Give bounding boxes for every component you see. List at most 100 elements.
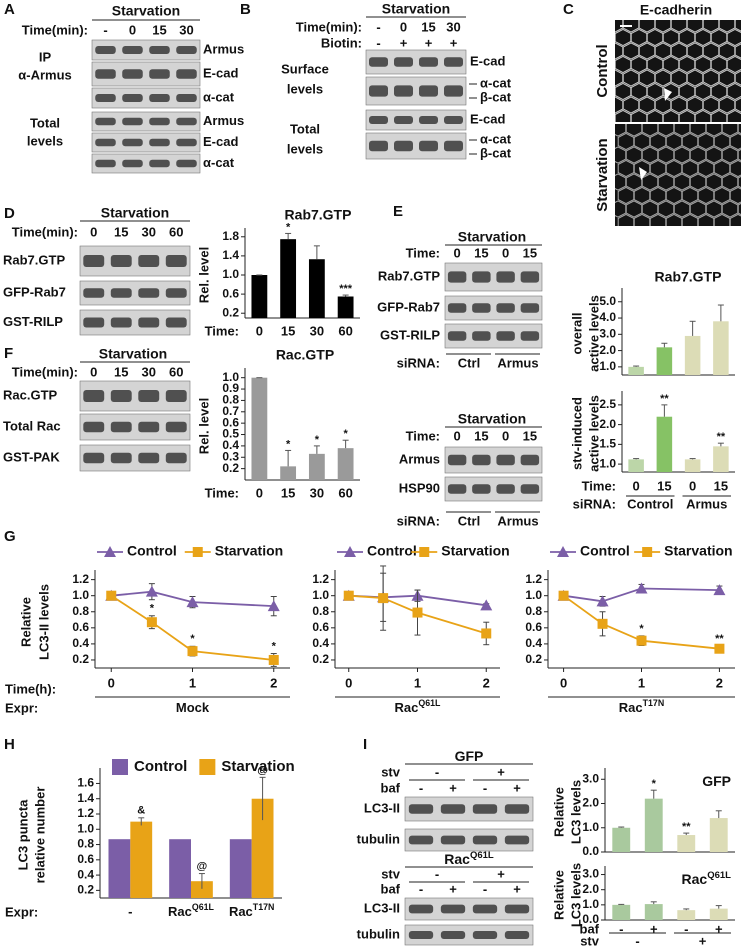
marker: [186, 596, 199, 608]
y-tick-label: 1.5: [599, 437, 616, 451]
bar: [628, 459, 644, 472]
cell-mesh: [615, 124, 741, 244]
label: tubulin: [357, 926, 400, 941]
blot-band: [496, 303, 515, 313]
x-axis-label: Time:: [205, 323, 239, 338]
label: 0: [502, 245, 509, 260]
bar: [308, 453, 325, 480]
y-tick-label: 0.4: [312, 636, 329, 650]
bar: [130, 821, 153, 898]
blot: [404, 828, 534, 852]
series-line: [111, 590, 274, 607]
blot-band: [110, 421, 132, 433]
label-superscript: Q61L: [707, 870, 731, 881]
cell-outline: [734, 43, 741, 59]
annotation: *: [286, 221, 291, 233]
y-tick-label: 0.2: [77, 883, 94, 897]
annotation: *: [315, 434, 320, 446]
y-tick-label: 0.2: [525, 652, 542, 666]
bar: [677, 910, 696, 920]
label: Total Rac: [3, 418, 61, 433]
bar: [612, 904, 631, 920]
annotation: *: [652, 778, 657, 790]
label-superscript: T17N: [643, 698, 665, 708]
blot-band: [83, 390, 105, 402]
cell-outline: [722, 228, 738, 244]
legend-swatch: [199, 759, 216, 775]
x-tick-label: RacT17N: [229, 902, 274, 919]
blot-band: [472, 454, 491, 466]
label: Control: [594, 44, 611, 97]
label-superscript: T17N: [253, 902, 275, 912]
x-tick-label: -: [619, 921, 623, 936]
y-tick-label: 4.0: [599, 310, 616, 324]
y-axis-label: Relative: [551, 787, 566, 837]
label: 15: [152, 22, 166, 37]
blot: [91, 111, 201, 132]
y-axis-label: active levels: [586, 395, 601, 472]
y-tick-label: 5.0: [599, 294, 616, 308]
blot-band: [176, 46, 197, 54]
blot-band: [95, 159, 116, 168]
label: +: [497, 764, 505, 779]
label-base: Rac: [619, 700, 643, 715]
cell-outline: [686, 20, 704, 33]
bar: [709, 818, 728, 852]
cell-outline: [737, 175, 741, 189]
cell-outline: [673, 124, 691, 137]
bar: [337, 296, 354, 318]
x-tick-label: -: [684, 921, 688, 936]
annotation: *: [343, 428, 348, 440]
blot-band: [520, 303, 540, 313]
series-line: [563, 587, 720, 603]
blot-band: [176, 117, 197, 126]
bar: [229, 839, 252, 898]
legend-swatch: [112, 759, 128, 775]
label: levels: [27, 133, 63, 148]
annotation: **: [715, 633, 724, 645]
cell-outline: [737, 148, 741, 162]
label: E-cad: [470, 53, 505, 68]
marker: [596, 595, 609, 607]
y-axis-label: Rel. level: [196, 398, 211, 454]
cell-outline: [734, 70, 741, 86]
blot-band: [110, 288, 132, 298]
cell-outline: [734, 97, 741, 113]
blot-band: [472, 904, 498, 914]
blot-band: [165, 390, 187, 402]
y-axis-label: relative number: [32, 787, 47, 884]
blot-band: [95, 138, 116, 147]
marker: [146, 617, 157, 628]
blot-band: [122, 46, 143, 54]
label: 30: [142, 224, 156, 239]
blot-band: [440, 904, 466, 914]
marker: [558, 590, 569, 601]
cell-outline: [657, 124, 675, 137]
label-base: GFP: [702, 773, 731, 789]
label: 15: [523, 245, 537, 260]
blot-band: [472, 835, 498, 845]
blot-band: [95, 69, 116, 79]
bar: [251, 275, 268, 318]
blot-band: [138, 317, 160, 328]
blot: [91, 39, 201, 61]
annotation: @: [197, 860, 208, 872]
bar: [191, 881, 213, 898]
y-tick-label: 0.7: [222, 404, 239, 418]
blot-band: [149, 69, 170, 79]
marker: [267, 600, 280, 612]
chart-title: Rab7.GTP: [655, 269, 722, 285]
x-axis-label: baf: [580, 921, 600, 936]
y-axis-label: Rel. level: [196, 247, 211, 303]
label: 15: [523, 428, 537, 443]
label: G: [4, 528, 16, 545]
marker: [344, 546, 356, 557]
marker: [642, 547, 653, 557]
series-line: [348, 594, 487, 635]
blot-band: [520, 331, 540, 341]
annotation: *: [150, 603, 155, 615]
y-tick-label: 2.0: [582, 882, 599, 896]
blot-band: [394, 116, 413, 124]
label: β-cat: [480, 145, 512, 160]
x-tick-label: 0: [345, 675, 352, 690]
